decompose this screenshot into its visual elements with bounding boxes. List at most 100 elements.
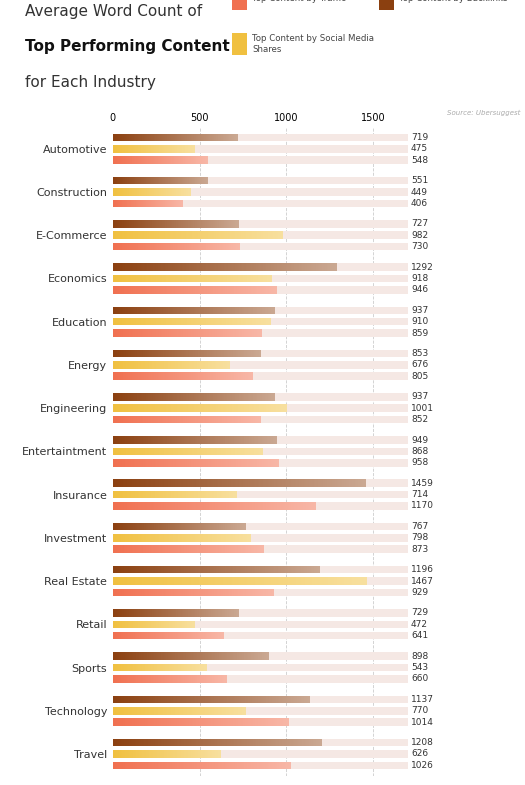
- Bar: [132, 739, 133, 747]
- Bar: [179, 286, 180, 294]
- Bar: [222, 232, 223, 239]
- Bar: [133, 307, 134, 314]
- Bar: [229, 696, 230, 703]
- Bar: [153, 696, 154, 703]
- Bar: [229, 447, 230, 455]
- Bar: [185, 491, 186, 498]
- Bar: [288, 761, 289, 769]
- Bar: [194, 480, 195, 487]
- Bar: [240, 502, 242, 509]
- Bar: [244, 761, 245, 769]
- Bar: [316, 739, 317, 747]
- Bar: [185, 275, 186, 283]
- Bar: [267, 696, 268, 703]
- Bar: [247, 318, 248, 326]
- Bar: [192, 286, 193, 294]
- Bar: [266, 263, 267, 271]
- Bar: [232, 286, 233, 294]
- Bar: [171, 632, 172, 640]
- Bar: [119, 523, 120, 530]
- Bar: [139, 566, 140, 574]
- Bar: [147, 546, 148, 553]
- Bar: [159, 566, 160, 574]
- Bar: [273, 232, 274, 239]
- Bar: [160, 232, 161, 239]
- Bar: [141, 286, 142, 294]
- Bar: [182, 232, 183, 239]
- Bar: [171, 718, 172, 726]
- Bar: [142, 459, 143, 466]
- Bar: [141, 750, 142, 758]
- Bar: [119, 589, 120, 596]
- Bar: [259, 232, 260, 239]
- Bar: [287, 577, 288, 585]
- Bar: [184, 361, 185, 369]
- Bar: [119, 220, 120, 228]
- Bar: [213, 307, 214, 314]
- Bar: [218, 361, 219, 369]
- Bar: [161, 566, 162, 574]
- Bar: [169, 275, 170, 283]
- Bar: [207, 393, 208, 400]
- Bar: [115, 350, 116, 357]
- Bar: [262, 447, 264, 455]
- Bar: [129, 523, 130, 530]
- Bar: [129, 404, 130, 412]
- Bar: [324, 577, 325, 585]
- Bar: [196, 589, 197, 596]
- Bar: [200, 750, 201, 758]
- Bar: [132, 459, 133, 466]
- Bar: [228, 696, 229, 703]
- Bar: [113, 156, 408, 164]
- Bar: [157, 133, 158, 141]
- Bar: [219, 523, 220, 530]
- Text: 898: 898: [411, 652, 428, 661]
- Bar: [167, 632, 168, 640]
- Bar: [177, 232, 178, 239]
- Bar: [176, 739, 177, 747]
- Bar: [118, 286, 119, 294]
- Bar: [153, 220, 154, 228]
- Bar: [150, 133, 151, 141]
- Bar: [145, 318, 146, 326]
- Bar: [184, 577, 186, 585]
- Bar: [216, 491, 217, 498]
- Bar: [125, 133, 126, 141]
- Bar: [279, 502, 280, 509]
- Bar: [210, 459, 211, 466]
- Bar: [192, 393, 193, 400]
- Bar: [335, 263, 336, 271]
- Bar: [259, 350, 260, 357]
- Bar: [134, 329, 135, 337]
- Bar: [292, 577, 293, 585]
- Bar: [218, 696, 219, 703]
- Bar: [342, 577, 343, 585]
- Bar: [298, 739, 299, 747]
- Bar: [192, 609, 193, 617]
- Bar: [189, 566, 190, 574]
- Bar: [244, 393, 245, 400]
- Bar: [219, 566, 220, 574]
- Bar: [295, 480, 296, 487]
- Bar: [205, 243, 206, 250]
- Bar: [165, 232, 166, 239]
- Bar: [166, 546, 167, 553]
- Bar: [223, 307, 224, 314]
- Bar: [223, 566, 224, 574]
- Bar: [201, 286, 202, 294]
- Bar: [217, 761, 218, 769]
- Bar: [153, 609, 154, 617]
- Bar: [209, 373, 211, 380]
- Bar: [227, 491, 228, 498]
- Bar: [182, 436, 183, 444]
- Bar: [117, 589, 118, 596]
- Bar: [168, 566, 169, 574]
- Bar: [293, 739, 294, 747]
- Bar: [125, 373, 126, 380]
- Bar: [119, 761, 120, 769]
- Bar: [158, 318, 159, 326]
- Bar: [229, 373, 230, 380]
- Bar: [187, 750, 188, 758]
- Bar: [217, 566, 218, 574]
- Bar: [191, 589, 192, 596]
